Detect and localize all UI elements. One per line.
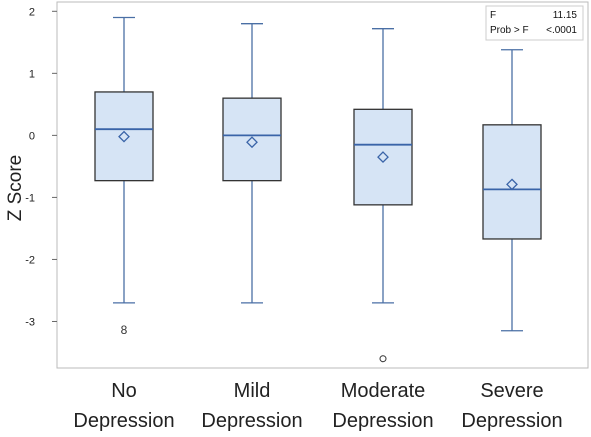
box-group: 8 — [94, 16, 542, 363]
f-value: 11.15 — [553, 10, 578, 21]
y-tick-label: -1 — [25, 192, 35, 204]
iqr-box — [353, 108, 413, 206]
outlier-point: 8 — [121, 323, 128, 337]
y-axis: -3 -2 -1 0 1 2 — [25, 6, 57, 328]
box-0 — [94, 16, 154, 304]
mean-marker — [118, 130, 130, 143]
stats-inset: F 11.15 Prob > F <.0001 — [485, 5, 584, 41]
x-category-label-line2: Depression — [73, 410, 174, 432]
y-tick-label: -2 — [25, 254, 35, 266]
y-tick-label: -3 — [25, 316, 35, 328]
p-label: Prob > F — [490, 25, 529, 36]
box-3 — [482, 49, 542, 332]
outlier-point — [379, 355, 387, 363]
x-category-label-line1: No — [111, 380, 137, 402]
y-tick-label: 2 — [29, 6, 35, 18]
iqr-box — [222, 97, 282, 182]
x-axis-labels: No Depression Mild Depression Moderate Depres… — [73, 380, 562, 432]
box-1 — [222, 23, 282, 304]
x-category-label-line1: Severe — [480, 380, 543, 402]
y-axis-label: Z Score — [5, 155, 26, 222]
x-category-label-line2: Depression — [201, 410, 302, 432]
iqr-box — [482, 124, 542, 240]
f-label: F — [490, 10, 496, 21]
y-tick-label: 1 — [29, 68, 35, 80]
plot-frame — [56, 1, 589, 369]
x-category-label-line2: Depression — [332, 410, 433, 432]
mean-marker — [246, 136, 258, 149]
stats-inset-frame — [485, 5, 584, 41]
mean-marker — [506, 178, 518, 191]
iqr-box — [94, 91, 154, 182]
mean-marker — [377, 151, 389, 164]
x-category-label-line1: Mild — [234, 380, 271, 402]
box-2 — [353, 28, 413, 304]
p-value: <.0001 — [546, 25, 577, 36]
x-category-label-line1: Moderate — [341, 380, 426, 402]
y-tick-label: 0 — [29, 130, 35, 142]
x-category-label-line2: Depression — [461, 410, 562, 432]
